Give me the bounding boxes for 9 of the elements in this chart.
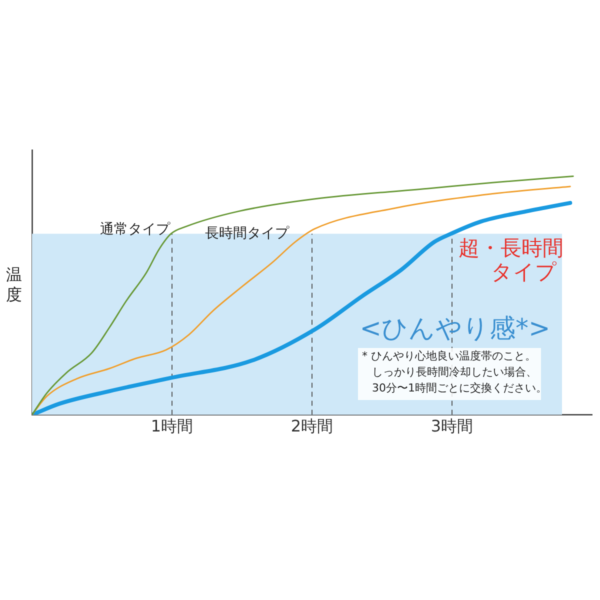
- series-label: 長時間タイプ: [205, 226, 290, 242]
- series-label: 超・長時間タイプ: [458, 236, 564, 284]
- y-axis-title: 温度: [6, 265, 22, 304]
- band-label: <ひんやり感*>: [360, 314, 550, 344]
- x-tick-label: 3時間: [430, 416, 474, 436]
- series-label: 通常タイプ: [100, 221, 172, 238]
- x-tick-label: 1時間: [150, 416, 194, 436]
- annotation: * ひんやり心地良い温度帯のこと。しっかり長時間冷却したい場合、30分〜1時間ごとに交換ください。: [362, 349, 547, 394]
- x-tick-label: 2時間: [290, 416, 334, 436]
